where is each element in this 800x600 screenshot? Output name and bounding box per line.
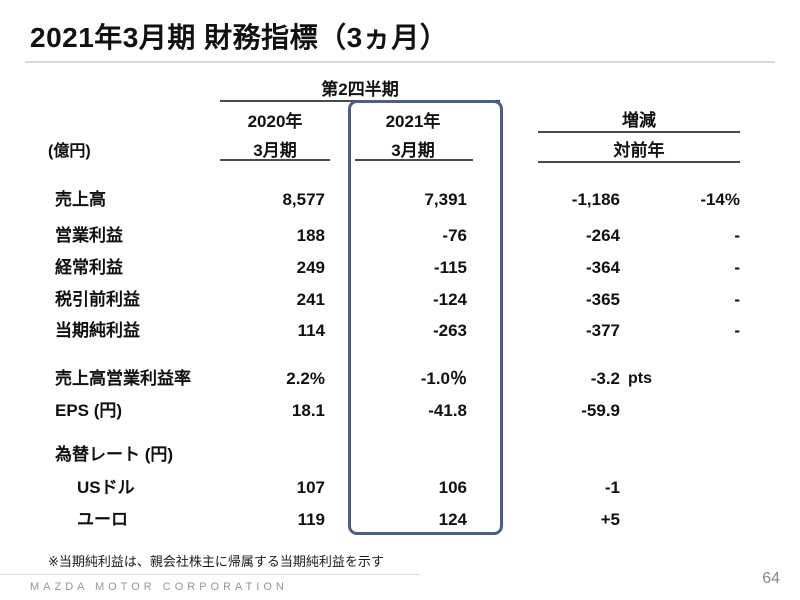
row-label: 税引前利益: [55, 290, 140, 309]
row-label: ユーロ: [77, 510, 128, 529]
row-label: 営業利益: [55, 226, 123, 245]
cell-fy2020: 188: [296, 226, 325, 245]
footer-divider: [0, 574, 420, 575]
cell-change-pct: -: [734, 226, 740, 245]
cell-fy2020: 8,577: [282, 190, 325, 209]
cell-fy2021: 7,391: [424, 190, 467, 209]
col-header-change-underline-bottom: [538, 161, 740, 163]
cell-fy2021: -41.8: [428, 401, 467, 420]
title-divider: [25, 61, 775, 63]
table-row-euro: ユーロ 119 124 +5: [0, 507, 800, 533]
table-row-net-income: 当期純利益 114 -263 -377 -: [0, 318, 800, 344]
cell-fy2021: 124: [438, 510, 467, 529]
col-header-fy2021-underline: [355, 159, 473, 161]
cell-change-pct: -: [734, 290, 740, 309]
cell-fy2020: 249: [296, 258, 325, 277]
cell-fy2021: 106: [438, 478, 467, 497]
cell-fy2021: -1.0％: [420, 369, 467, 388]
table-row-net-sales: 売上高 8,577 7,391 -1,186 -14%: [0, 187, 800, 213]
cell-change-pct: -14%: [700, 190, 740, 209]
cell-change: +5: [600, 510, 620, 529]
cell-change-unit: pts: [628, 370, 652, 387]
table-row-exchange-rate-header: 為替レート (円): [0, 442, 800, 468]
cell-fy2021: -263: [432, 321, 467, 340]
col-header-fy2021-year: 2021年: [385, 112, 441, 131]
cell-change: -365: [585, 290, 620, 309]
col-header-fy2020-period: 3月期: [253, 141, 297, 160]
page-number: 64: [762, 570, 780, 587]
row-label: EPS (円): [55, 401, 123, 420]
cell-fy2021: -115: [433, 258, 467, 277]
cell-fy2020: 107: [296, 478, 325, 497]
quarter-header-underline: [220, 100, 500, 102]
cell-change: -1: [604, 478, 620, 497]
unit-label: (億円): [48, 143, 91, 160]
table-row-operating-profit: 営業利益 188 -76 -264 -: [0, 223, 800, 249]
cell-fy2020: 241: [296, 290, 325, 309]
cell-change: -1,186: [571, 190, 620, 209]
cell-change: -364: [585, 258, 620, 277]
row-label: 当期純利益: [55, 321, 140, 340]
row-label: 経常利益: [55, 258, 123, 277]
row-label: 売上高: [55, 190, 106, 209]
col-header-fy2020-underline: [220, 159, 330, 161]
cell-fy2020: 2.2%: [286, 369, 325, 388]
cell-fy2021: -76: [442, 226, 467, 245]
quarter-header: 第2四半期: [321, 80, 399, 99]
cell-change: -3.2: [590, 369, 620, 388]
cell-change-pct: -: [734, 258, 740, 277]
col-header-change-vs-prev-year: 対前年: [613, 141, 665, 160]
table-row-ordinary-profit: 経常利益 249 -115 -364 -: [0, 255, 800, 281]
cell-change: -264: [585, 226, 620, 245]
cell-fy2020: 18.1: [291, 401, 325, 420]
page-title: 2021年3月期 財務指標（3ヵ月）: [30, 22, 449, 53]
cell-change: -377: [585, 321, 620, 340]
table-row-eps: EPS (円) 18.1 -41.8 -59.9: [0, 398, 800, 424]
table-row-usd: USドル 107 106 -1: [0, 475, 800, 501]
col-header-change-underline-top: [538, 131, 740, 133]
row-label: USドル: [77, 478, 135, 497]
cell-fy2020: 119: [297, 510, 325, 529]
row-label: 為替レート (円): [55, 445, 174, 464]
table-row-profit-before-tax: 税引前利益 241 -124 -365 -: [0, 287, 800, 313]
cell-fy2021: -124: [432, 290, 467, 309]
footer-brand: MAZDA MOTOR CORPORATION: [30, 581, 288, 593]
col-header-fy2020-year: 2020年: [247, 112, 303, 131]
footnote: ※当期純利益は、親会社株主に帰属する当期純利益を示す: [48, 554, 384, 569]
row-label: 売上高営業利益率: [55, 369, 191, 388]
cell-change-pct: -: [734, 321, 740, 340]
cell-fy2020: 114: [297, 321, 325, 340]
table-row-operating-margin: 売上高営業利益率 2.2% -1.0％ -3.2 pts: [0, 366, 800, 392]
cell-change: -59.9: [581, 401, 620, 420]
col-header-fy2021-period: 3月期: [391, 141, 435, 160]
col-header-change: 増減: [622, 111, 656, 130]
